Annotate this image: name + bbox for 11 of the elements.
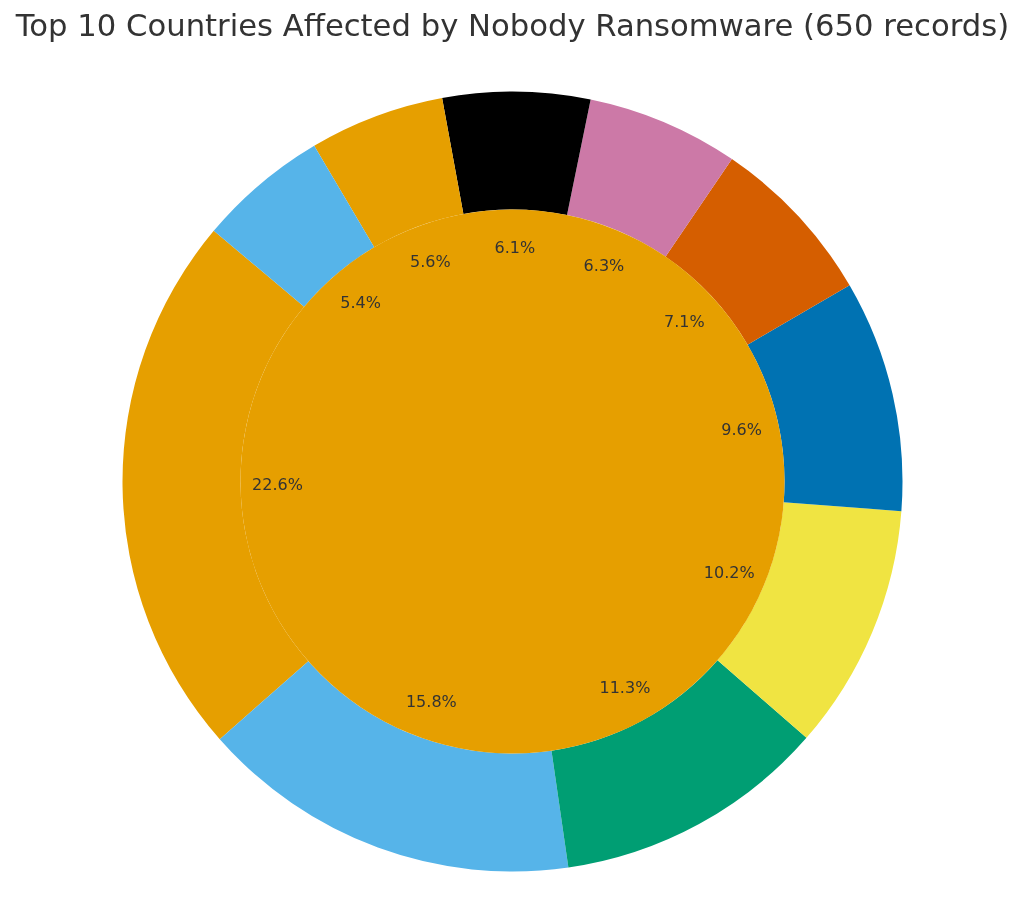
data-label: 9.6% bbox=[721, 419, 762, 439]
data-label: 11.3% bbox=[599, 677, 651, 697]
data-label: 5.4% bbox=[340, 293, 381, 313]
data-label: 6.1% bbox=[494, 237, 536, 257]
data-label: 15.8% bbox=[405, 692, 457, 712]
data-label: 7.1% bbox=[664, 312, 705, 332]
data-label: 5.6% bbox=[409, 252, 451, 272]
chart-title: Top 10 Countries Affected by Nobody Ransomware (650 records) bbox=[14, 7, 1010, 43]
data-label: 22.6% bbox=[252, 474, 303, 494]
data-label: 6.3% bbox=[583, 256, 625, 276]
data-label: 10.2% bbox=[703, 562, 755, 582]
